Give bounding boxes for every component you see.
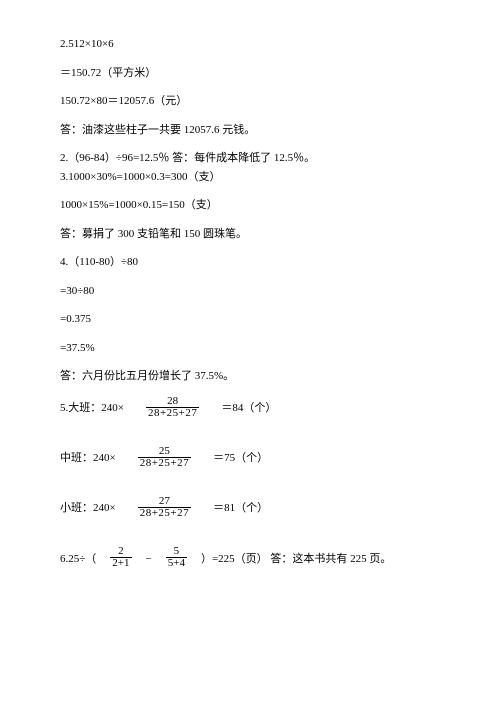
answer-line: 答：六月份比五月份增长了 37.5%。 bbox=[60, 368, 444, 385]
text-line: ＝150.72（平方米） bbox=[60, 65, 444, 82]
fraction: 2 2+1 bbox=[110, 546, 131, 570]
text-line: =0.375 bbox=[60, 311, 444, 328]
answer-line: 答：油漆这些柱子一共要 12057.6 元钱。 bbox=[60, 122, 444, 139]
document-page: 2.512×10×6 ＝150.72（平方米） 150.72×80＝12057.… bbox=[0, 0, 500, 615]
text-line: 4.（110-80）÷80 bbox=[60, 254, 444, 271]
fraction: 25 28+25+27 bbox=[138, 446, 191, 470]
text-line: 2.512×10×6 bbox=[60, 36, 444, 53]
denominator: 28+25+27 bbox=[138, 458, 191, 470]
q5-row-c-block: 小班：240× 27 28+25+27 ＝81（个） bbox=[60, 497, 444, 521]
text-line: 2.（96-84）÷96=12.5％ 答：每件成本降低了 12.5％。 bbox=[60, 150, 444, 167]
text-line: 3.1000×30%=1000×0.3=300（支） bbox=[60, 169, 444, 186]
text-line: =30÷80 bbox=[60, 283, 444, 300]
tail: ＝84（个） bbox=[221, 400, 276, 417]
tail: ＝75（个） bbox=[213, 450, 268, 467]
tail: ）=225（页） 答：这本书共有 225 页。 bbox=[201, 551, 391, 568]
label: 5.大班：240× bbox=[60, 400, 124, 417]
fraction: 5 5+4 bbox=[166, 546, 187, 570]
label: 6.25÷（ bbox=[60, 551, 96, 568]
label: 中班：240× bbox=[60, 450, 116, 467]
denominator: 28+25+27 bbox=[138, 508, 191, 520]
denominator: 28+25+27 bbox=[146, 408, 199, 420]
denominator: 2+1 bbox=[110, 558, 131, 570]
text-line: 1000×15%=1000×0.15=150（支） bbox=[60, 197, 444, 214]
fraction: 27 28+25+27 bbox=[138, 496, 191, 520]
minus: − bbox=[146, 551, 152, 568]
fraction: 28 28+25+27 bbox=[146, 396, 199, 420]
q5-row-a: 5.大班：240× 28 28+25+27 ＝84（个） bbox=[60, 397, 444, 421]
tail: ＝81（个） bbox=[213, 500, 268, 517]
question-5: 5.大班：240× 28 28+25+27 ＝84（个） bbox=[60, 397, 444, 421]
q5-row-b-block: 中班：240× 25 28+25+27 ＝75（个） bbox=[60, 447, 444, 471]
denominator: 5+4 bbox=[166, 558, 187, 570]
q5-row-b: 中班：240× 25 28+25+27 ＝75（个） bbox=[60, 447, 444, 471]
text-line: =37.5% bbox=[60, 340, 444, 357]
question-6: 6.25÷（ 2 2+1 − 5 5+4 ）=225（页） 答：这本书共有 22… bbox=[60, 547, 444, 571]
answer-line: 答：募捐了 300 支铅笔和 150 圆珠笔。 bbox=[60, 226, 444, 243]
label: 小班：240× bbox=[60, 500, 116, 517]
q5-row-c: 小班：240× 27 28+25+27 ＝81（个） bbox=[60, 497, 444, 521]
text-line: 150.72×80＝12057.6（元） bbox=[60, 93, 444, 110]
